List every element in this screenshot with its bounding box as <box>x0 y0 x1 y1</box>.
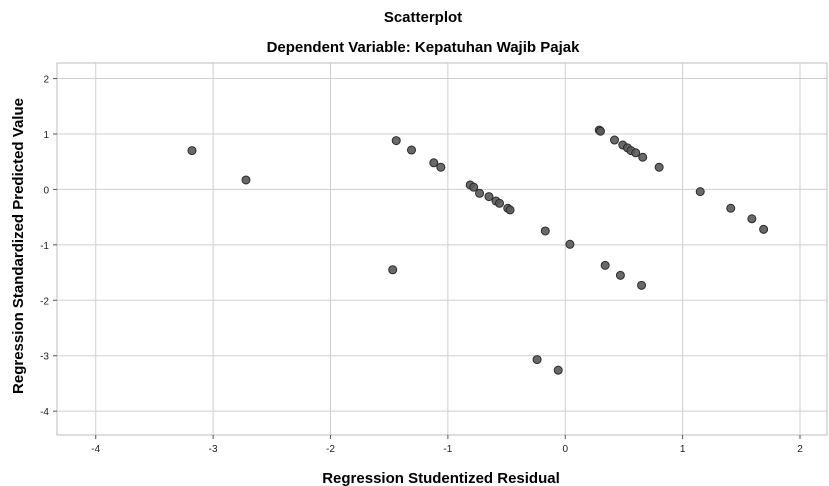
scatter-point <box>484 192 494 202</box>
scatter-point <box>726 203 736 213</box>
y-tick-label: -1 <box>40 241 49 252</box>
scatter-point <box>436 162 446 172</box>
grid-lines <box>57 63 827 435</box>
chart-title: Scatterplot <box>384 9 462 26</box>
y-tick-label: 1 <box>43 130 49 141</box>
scatter-point <box>187 146 197 156</box>
x-tick-label: -4 <box>91 444 100 455</box>
x-axis: -4 -3 -2 -1 0 1 2 <box>91 435 803 455</box>
x-tick-label: 0 <box>562 444 568 455</box>
scatter-point <box>429 158 439 168</box>
scatter-point <box>637 280 647 290</box>
y-tick-label: 0 <box>43 185 49 196</box>
y-tick-label: 2 <box>43 75 49 86</box>
y-tick-label: -2 <box>40 296 49 307</box>
scatter-point <box>631 148 641 158</box>
data-points <box>187 125 769 375</box>
scatter-point <box>747 214 757 224</box>
scatter-point <box>388 265 398 275</box>
x-axis-title: Regression Studentized Residual <box>322 470 560 486</box>
scatter-point <box>540 226 550 236</box>
scatter-point <box>406 145 416 155</box>
scatter-point <box>241 175 251 185</box>
scatter-point <box>469 182 479 192</box>
plot-area-frame <box>56 62 828 436</box>
scatter-point <box>391 136 401 146</box>
scatter-point <box>532 355 542 365</box>
y-tick-label: -4 <box>40 407 49 418</box>
scatter-point <box>505 205 515 215</box>
scatter-point <box>615 270 625 280</box>
x-tick-label: -3 <box>209 444 218 455</box>
scatter-point <box>654 162 664 172</box>
x-tick-label: -1 <box>443 444 452 455</box>
scatter-point <box>553 365 563 375</box>
x-tick-label: 1 <box>680 444 686 455</box>
chart-subtitle: Dependent Variable: Kepatuhan Wajib Paja… <box>267 39 581 56</box>
scatter-point <box>610 135 620 145</box>
y-tick-label: -3 <box>40 352 49 363</box>
y-axis-title: Regression Standardized Predicted Value <box>10 98 27 394</box>
y-axis: 2 1 0 -1 -2 -3 -4 <box>40 75 57 418</box>
scatter-point <box>475 188 485 198</box>
scatter-point <box>595 126 605 136</box>
scatter-point <box>565 239 575 249</box>
scatter-point <box>695 187 705 197</box>
x-tick-label: 2 <box>797 444 803 455</box>
scatter-point <box>759 224 769 234</box>
scatter-point <box>495 198 505 208</box>
scatter-point <box>600 260 610 270</box>
scatter-point <box>638 152 648 162</box>
x-tick-label: -2 <box>326 444 335 455</box>
